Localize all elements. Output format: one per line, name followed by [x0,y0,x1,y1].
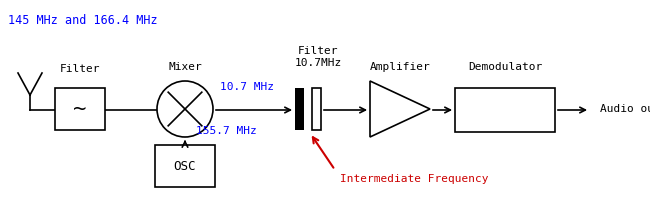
Bar [55,88,105,130]
Text: Demodulator: Demodulator [468,62,542,72]
Text: Filter
10.7MHz: Filter 10.7MHz [294,46,342,68]
Text: 10.7 MHz: 10.7 MHz [220,82,274,92]
Text: 145 MHz and 166.4 MHz: 145 MHz and 166.4 MHz [8,14,157,27]
Polygon shape [370,81,430,137]
Text: Audio out: Audio out [600,104,650,114]
Text: ~: ~ [73,99,86,119]
Bar [312,88,321,130]
Bar [455,88,555,132]
Text: Intermediate Frequency: Intermediate Frequency [340,174,489,184]
Text: OSC: OSC [174,159,196,173]
Bar [155,145,215,187]
Text: Amplifier: Amplifier [370,62,430,72]
Circle shape [157,81,213,137]
Text: Filter: Filter [60,64,100,74]
Text: 155.7 MHz: 155.7 MHz [196,126,257,136]
Bar [295,88,304,130]
Text: Mixer: Mixer [168,62,202,72]
